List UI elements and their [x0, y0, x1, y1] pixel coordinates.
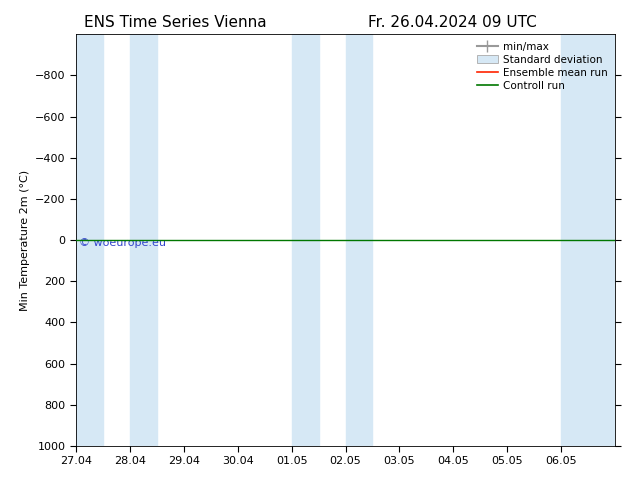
- Bar: [561, 34, 615, 446]
- Text: Fr. 26.04.2024 09 UTC: Fr. 26.04.2024 09 UTC: [368, 15, 536, 30]
- Bar: [292, 34, 318, 446]
- Text: © woeurope.eu: © woeurope.eu: [79, 238, 165, 248]
- Bar: [76, 34, 103, 446]
- Text: ENS Time Series Vienna: ENS Time Series Vienna: [84, 15, 266, 30]
- Bar: [346, 34, 372, 446]
- Y-axis label: Min Temperature 2m (°C): Min Temperature 2m (°C): [20, 170, 30, 311]
- Bar: [130, 34, 157, 446]
- Legend: min/max, Standard deviation, Ensemble mean run, Controll run: min/max, Standard deviation, Ensemble me…: [473, 37, 612, 95]
